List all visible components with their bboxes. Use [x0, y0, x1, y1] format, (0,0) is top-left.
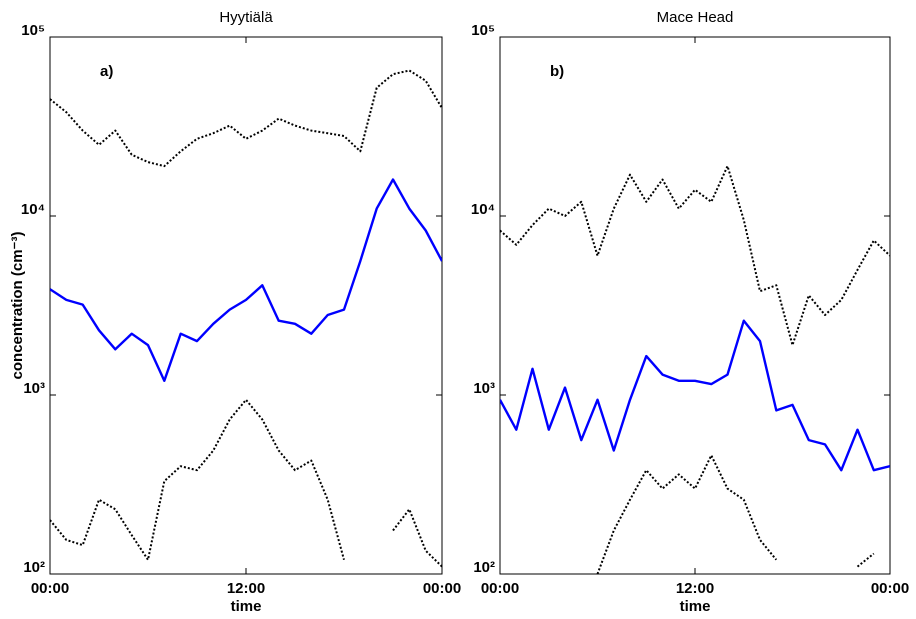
- series-line: [50, 69, 442, 168]
- x-tick-label: 12:00: [227, 580, 265, 597]
- series-line: [50, 178, 442, 382]
- series-line: [50, 398, 442, 568]
- plot-frame: [49, 36, 443, 575]
- x-tick-label: 00:00: [481, 580, 519, 597]
- x-tick-label: 00:00: [31, 580, 69, 597]
- x-tick-label: 12:00: [676, 580, 714, 597]
- x-axis-label: time: [680, 598, 711, 615]
- y-tick-label: 10⁴: [471, 201, 495, 218]
- y-tick-label: 10³: [23, 380, 45, 397]
- series-line: [596, 454, 875, 574]
- panel-title: Hyytiälä: [219, 9, 273, 26]
- y-tick-label: 10⁵: [21, 22, 45, 39]
- y-tick-label: 10²: [473, 559, 495, 576]
- x-axis-label: time: [231, 598, 262, 615]
- plot-frame: [499, 36, 891, 575]
- y-axis-label: concentration (cm⁻³): [9, 232, 26, 380]
- panel-title: Mace Head: [657, 9, 734, 26]
- plot-area: [500, 165, 890, 574]
- x-tick-label: 00:00: [423, 580, 461, 597]
- panel-annotation: a): [100, 63, 113, 80]
- series-line: [500, 319, 890, 472]
- panel: Hyytiälä a) time concentration (cm⁻³) 10² 10³…: [9, 9, 461, 615]
- y-tick-label: 10⁴: [21, 201, 45, 218]
- y-tick-label: 10²: [23, 559, 45, 576]
- plot-area: [50, 69, 442, 568]
- x-tick-label: 00:00: [871, 580, 909, 597]
- panel: Mace Head b) time 10² 10³ 10⁴ 10⁵ 00:00 12:00 00:…: [471, 9, 909, 615]
- series-line: [500, 165, 890, 347]
- y-tick-label: 10⁵: [471, 22, 495, 39]
- y-tick-label: 10³: [473, 380, 495, 397]
- panel-annotation: b): [550, 63, 564, 80]
